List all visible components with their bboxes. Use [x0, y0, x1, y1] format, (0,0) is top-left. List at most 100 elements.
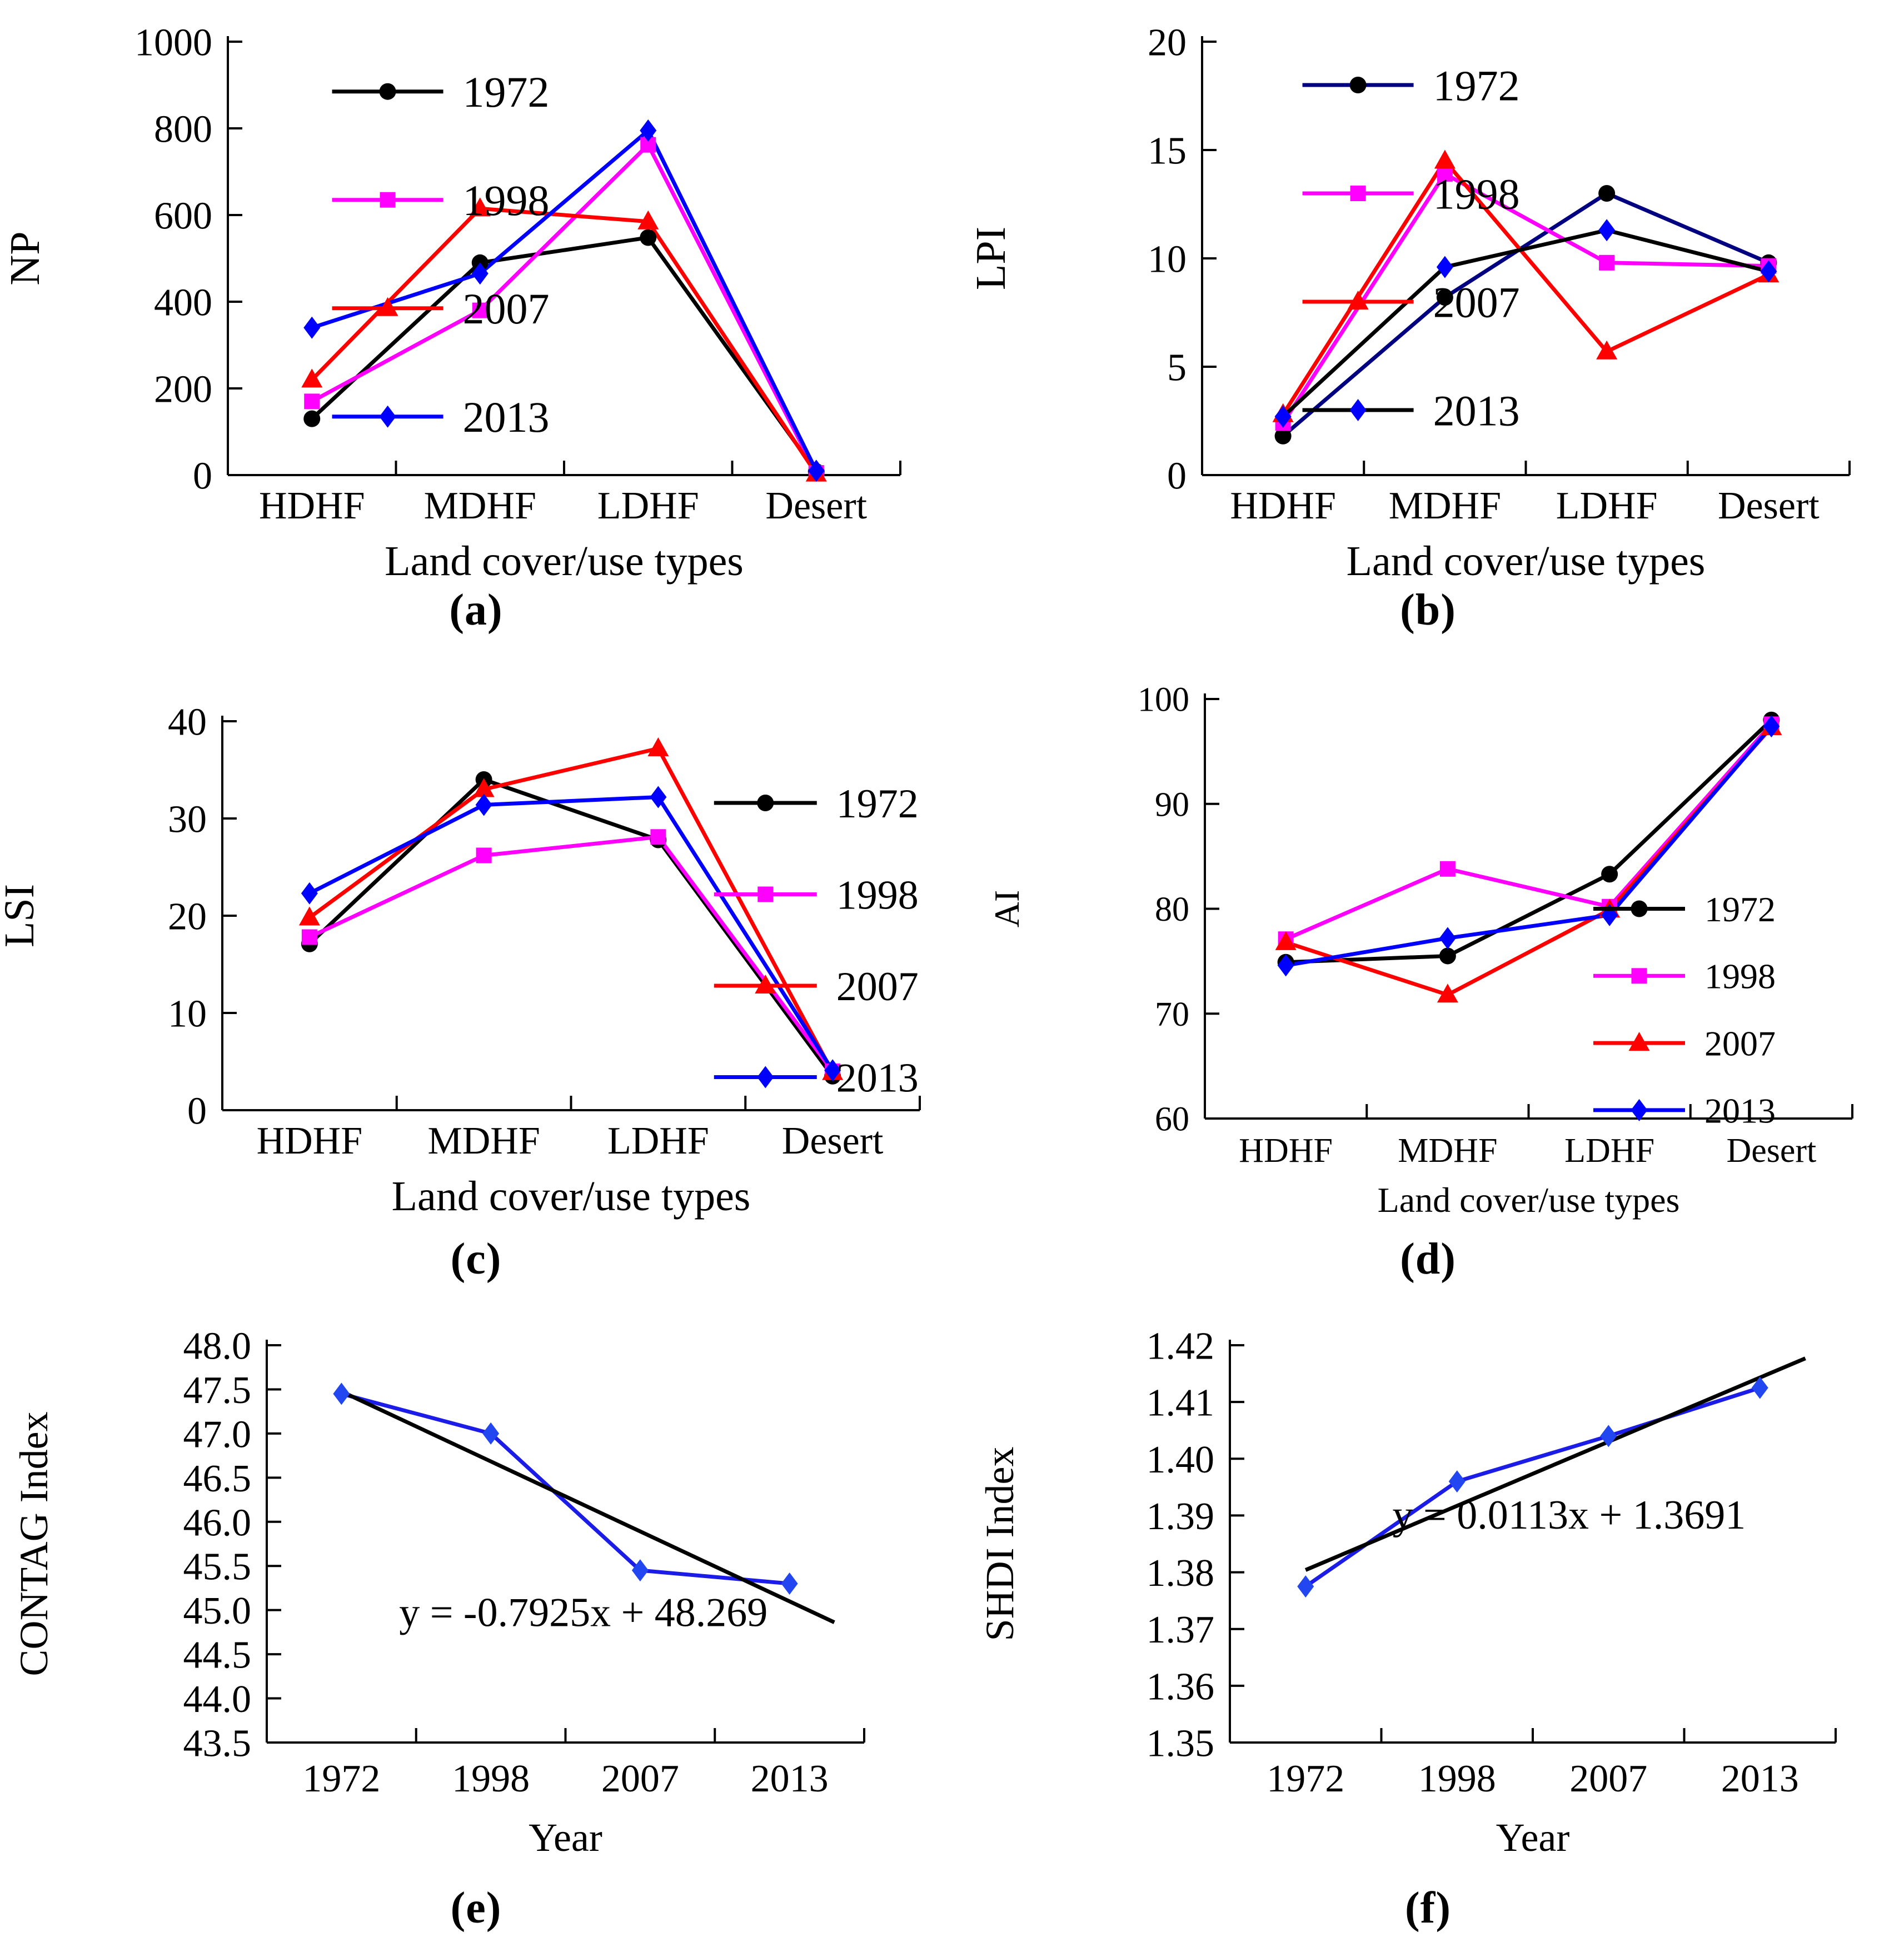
- y-tick-label: 90: [1155, 786, 1189, 823]
- series-line-1998: [308, 835, 834, 1073]
- series-line-2007: [1281, 157, 1770, 416]
- legend-marker-2007: [1347, 291, 1369, 309]
- y-tick-label: 44.5: [183, 1634, 252, 1677]
- legend-marker-2013: [1349, 399, 1367, 421]
- legend-label-1998: 1998: [463, 176, 550, 224]
- chart-c-caption: (c): [450, 1235, 502, 1284]
- legend-label-2007: 2007: [1433, 278, 1520, 326]
- x-tick-label: LDHF: [1556, 485, 1658, 527]
- series-line-1998: [1285, 722, 1773, 941]
- chart-e-caption: (e): [450, 1884, 502, 1933]
- chart-d-canvas: 60 70 80 90 100 HDHF MDHF LDHF Desert Land cover/…: [987, 681, 1853, 1220]
- y-tick-label: 44.0: [183, 1678, 252, 1721]
- x-tick-label: HDHF: [257, 1120, 363, 1162]
- y-tick-label: 80: [1155, 891, 1189, 928]
- y-tick-label: 1.35: [1147, 1723, 1215, 1765]
- data-point-2013-MDHF: [475, 793, 492, 816]
- x-tick-label: LDHF: [597, 485, 699, 527]
- x-tick-label: Desert: [1726, 1132, 1816, 1170]
- series-line-1998: [311, 141, 818, 474]
- data-point-1998-HDHF: [304, 393, 320, 410]
- legend-label-2013: 2013: [836, 1055, 919, 1101]
- x-tick-label: 1998: [452, 1758, 530, 1800]
- data-point-2007-HDHF: [298, 906, 320, 926]
- chart-d-caption: (d): [1400, 1235, 1456, 1284]
- legend-marker-1972: [757, 795, 774, 811]
- y-tick-label: 47.0: [183, 1413, 252, 1456]
- data-point-2013-LDHF: [640, 119, 657, 142]
- x-axis-title: Land cover/use types: [1347, 538, 1706, 585]
- x-tick-label: 1972: [302, 1758, 380, 1800]
- chart-b-caption: (b): [1400, 586, 1456, 635]
- y-tick-label: 46.5: [183, 1457, 252, 1500]
- x-tick-label: 2007: [1569, 1758, 1647, 1800]
- y-tick-label: 20: [1148, 22, 1187, 64]
- y-tick-label: 0: [193, 455, 212, 498]
- series-line-1998: [1281, 171, 1769, 425]
- legend-label-1998: 1998: [1704, 957, 1776, 996]
- legend-marker-2007: [1628, 1032, 1650, 1051]
- data-point-2007-HDHF: [1275, 931, 1297, 950]
- data-point-2013-HDHF: [1274, 405, 1292, 428]
- x-axis-title: Land cover/use types: [385, 538, 744, 585]
- legend-marker-2013: [757, 1066, 774, 1089]
- x-tick-label: HDHF: [1230, 485, 1336, 527]
- y-tick-label: 20: [168, 896, 207, 938]
- data-point-1998-LDHF: [650, 829, 666, 845]
- y-tick-label: 1.40: [1147, 1439, 1215, 1481]
- data-point-2007-HDHF: [301, 368, 323, 388]
- y-axis-title: SHDI Index: [978, 1447, 1022, 1641]
- y-tick-label: 800: [154, 108, 212, 151]
- y-tick-label: 200: [154, 368, 212, 411]
- legend-marker-2013: [1631, 1099, 1648, 1121]
- x-tick-label: LDHF: [607, 1120, 709, 1162]
- y-tick-label: 1.38: [1147, 1552, 1215, 1595]
- series-line-f: [1304, 1386, 1761, 1588]
- data-point-1998-MDHF: [1439, 861, 1456, 877]
- series-line-1972: [310, 235, 818, 473]
- data-point-1972-LDHF: [640, 229, 657, 246]
- y-tick-label: 30: [168, 798, 207, 841]
- chart-panel-f: 1.35 1.36 1.37 1.38 1.39 1.40 1.41 1.42 1972 1998…: [952, 1298, 1904, 1947]
- x-tick-label: Desert: [765, 485, 867, 527]
- chart-panel-d: 60 70 80 90 100 HDHF MDHF LDHF Desert Land cover/…: [952, 649, 1904, 1298]
- data-point-1972-MDHF: [1436, 289, 1453, 306]
- legend-marker-1998: [1631, 968, 1647, 984]
- data-point-1972-LDHF: [1601, 866, 1618, 883]
- x-tick-label: 2007: [601, 1758, 679, 1800]
- legend-label-1972: 1972: [836, 781, 919, 827]
- legend-marker-1998: [757, 886, 774, 902]
- data-point-2013-HDHF: [1277, 954, 1294, 977]
- y-tick-label: 1000: [134, 22, 212, 64]
- y-tick-label: 60: [1155, 1101, 1189, 1139]
- data-point-e-1972: [333, 1382, 350, 1405]
- data-point-2007-MDHF: [1434, 149, 1456, 169]
- data-point-1998-LDHF: [1599, 254, 1615, 271]
- legend-label-2013: 2013: [1704, 1091, 1776, 1130]
- y-tick-label: 47.5: [183, 1369, 252, 1412]
- chart-f-canvas: 1.35 1.36 1.37 1.38 1.39 1.40 1.41 1.42 1972 1998…: [978, 1325, 1837, 1860]
- legend-label-2013: 2013: [1433, 386, 1520, 435]
- y-tick-label: 46.0: [183, 1501, 252, 1544]
- series-line-2013: [311, 127, 818, 472]
- legend-label-1998: 1998: [1433, 169, 1520, 218]
- chart-panel-a: 0 200 400 600 800 1000 HDHF MDHF LDHF Desert Land …: [0, 0, 952, 649]
- y-tick-label: 1.37: [1147, 1609, 1215, 1651]
- chart-panel-e: 43.5 44.0 44.5 45.0 45.5 46.0 46.5 47.0 47.5 48.0…: [0, 1298, 952, 1947]
- x-tick-label: Desert: [782, 1120, 884, 1162]
- data-point-e-2007: [631, 1559, 649, 1582]
- data-point-1998-MDHF: [1437, 166, 1453, 182]
- y-axis-title: NP: [2, 231, 48, 285]
- x-tick-label: LDHF: [1564, 1132, 1654, 1170]
- series-line-1972: [1282, 191, 1770, 438]
- data-point-f-1972: [1297, 1575, 1314, 1598]
- legend-label-2013: 2013: [463, 393, 550, 441]
- legend-marker-1972: [1631, 900, 1648, 917]
- legend-label-2007: 2007: [1704, 1024, 1776, 1064]
- data-point-2013-LDHF: [650, 786, 667, 808]
- series-line-2007: [310, 206, 818, 475]
- trend-equation-label: y = 0.0113x + 1.3691: [1393, 1492, 1746, 1538]
- x-tick-label: MDHF: [424, 485, 536, 527]
- data-point-1998-HDHF: [301, 929, 317, 945]
- y-tick-label: 1.39: [1147, 1495, 1215, 1538]
